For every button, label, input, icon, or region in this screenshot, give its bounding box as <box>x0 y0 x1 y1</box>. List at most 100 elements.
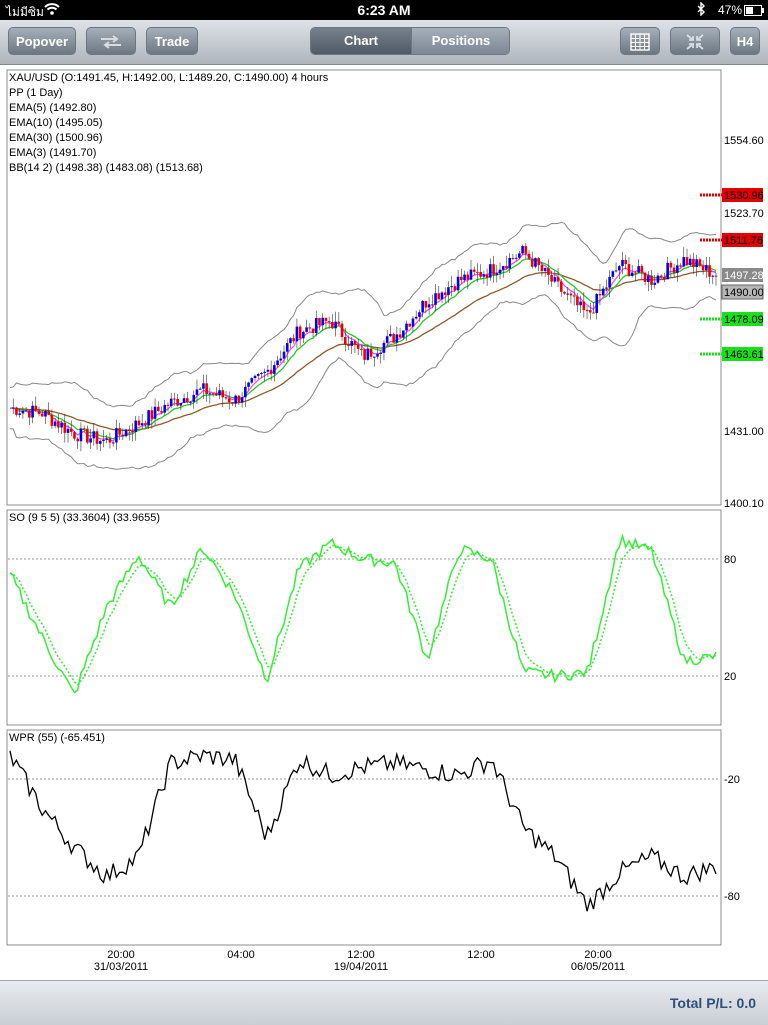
tab-positions[interactable]: Positions <box>411 28 509 54</box>
price-tag <box>722 268 763 282</box>
so-legend: SO (9 5 5) (33.3604) (33.9655) <box>9 512 160 524</box>
candle-body <box>360 348 363 350</box>
candle-body <box>676 265 679 273</box>
price-tag <box>722 347 763 361</box>
so-panel[interactable] <box>6 509 722 726</box>
price-tag <box>721 284 764 300</box>
status-bar: ไม่มีซิม 6:23 AM 47% <box>0 0 768 20</box>
candle-body <box>411 318 415 327</box>
wpr-tick-20: -20 <box>724 774 740 786</box>
candle-body <box>666 262 669 280</box>
candle-body <box>24 410 28 412</box>
candle-body <box>63 422 67 433</box>
candle-body <box>408 323 412 327</box>
candle-body <box>576 296 579 306</box>
battery-fill <box>746 7 753 14</box>
popover-button[interactable]: Popover <box>8 27 76 55</box>
candle-body <box>379 352 383 354</box>
candle-body <box>514 257 518 259</box>
candle-body <box>679 265 682 267</box>
fullscreen-button[interactable] <box>670 27 720 55</box>
candle-body <box>495 273 499 275</box>
candle-body <box>714 275 718 277</box>
candle-body <box>489 264 492 278</box>
total-pl: Total P/L: 0.0 <box>669 995 756 1011</box>
candle-body <box>279 358 283 361</box>
candle-body <box>505 266 508 269</box>
candle-body <box>173 398 176 400</box>
candle-body <box>656 275 660 283</box>
candle-body <box>427 304 431 308</box>
wpr-panel[interactable] <box>6 729 722 946</box>
candle-body <box>224 397 228 399</box>
price-tag-label: 1478.09 <box>724 314 764 326</box>
timeframe-button[interactable]: H4 <box>730 27 760 55</box>
candle-body <box>176 398 179 406</box>
candle-body <box>537 258 540 266</box>
candle-body <box>385 336 389 343</box>
candle-body <box>60 422 63 428</box>
swap-button[interactable] <box>86 27 136 55</box>
candle-body <box>447 287 450 295</box>
candle-body <box>331 321 334 329</box>
trade-button[interactable]: Trade <box>146 27 198 55</box>
candle-body <box>314 318 318 333</box>
candle-body <box>18 413 21 415</box>
candle-body <box>118 428 121 435</box>
candle-body <box>643 272 647 283</box>
candle-body <box>634 272 637 274</box>
y-tick: 1523.70 <box>724 208 764 220</box>
legend-pp: PP (1 Day) <box>9 87 63 99</box>
candle-body <box>608 276 611 288</box>
wifi-icon <box>44 2 60 18</box>
candle-body <box>698 259 702 266</box>
candle-body <box>585 310 589 312</box>
bollinger-lower <box>9 294 717 470</box>
candle-body <box>182 398 186 403</box>
candle-body <box>285 343 289 352</box>
candle-body <box>66 428 70 433</box>
candle-body <box>215 393 218 396</box>
candle-body <box>434 293 437 305</box>
y-tick: 1554.60 <box>724 135 764 147</box>
candle-body <box>463 274 466 281</box>
candle-body <box>266 369 270 372</box>
grid-button[interactable] <box>620 27 660 55</box>
tab-chart[interactable]: Chart <box>311 28 411 54</box>
ema5-line <box>9 253 717 442</box>
x-tick-time: 04:00 <box>227 949 255 961</box>
candle-body <box>469 269 473 280</box>
candle-body <box>582 301 586 311</box>
candle-body <box>653 282 657 285</box>
candle-body <box>569 293 573 296</box>
footer-bar: Total P/L: 0.0 <box>0 980 768 1025</box>
wpr-line <box>9 749 717 912</box>
price-tag-label: 1530.96 <box>724 190 764 202</box>
candle-body <box>672 267 676 273</box>
candle-body <box>530 258 534 267</box>
candle-body <box>369 348 373 357</box>
candle-body <box>685 257 689 266</box>
candle-body <box>305 327 308 332</box>
candle-body <box>414 316 418 319</box>
candle-body <box>15 407 18 415</box>
candle-body <box>127 429 131 432</box>
candle-body <box>540 265 544 271</box>
candle-body <box>343 336 347 345</box>
wpr-tick-80: -80 <box>724 891 740 903</box>
chart-canvas[interactable]: XAU/USD (O:1491.45, H:1492.00, L:1489.20… <box>0 65 768 980</box>
candle-body <box>640 266 644 273</box>
candle-body <box>89 438 92 443</box>
candle-body <box>366 348 370 360</box>
candle-body <box>353 340 357 345</box>
candle-body <box>598 294 602 296</box>
candle-body <box>547 268 550 275</box>
candle-body <box>482 274 486 277</box>
candle-body <box>398 334 402 338</box>
legend-ema10: EMA(10) (1495.05) <box>9 117 103 129</box>
x-tick-time: 12:00 <box>467 949 495 961</box>
candle-body <box>627 264 631 276</box>
candle-body <box>334 321 337 329</box>
candle-body <box>111 442 115 444</box>
y-tick: 1431.00 <box>724 426 764 438</box>
